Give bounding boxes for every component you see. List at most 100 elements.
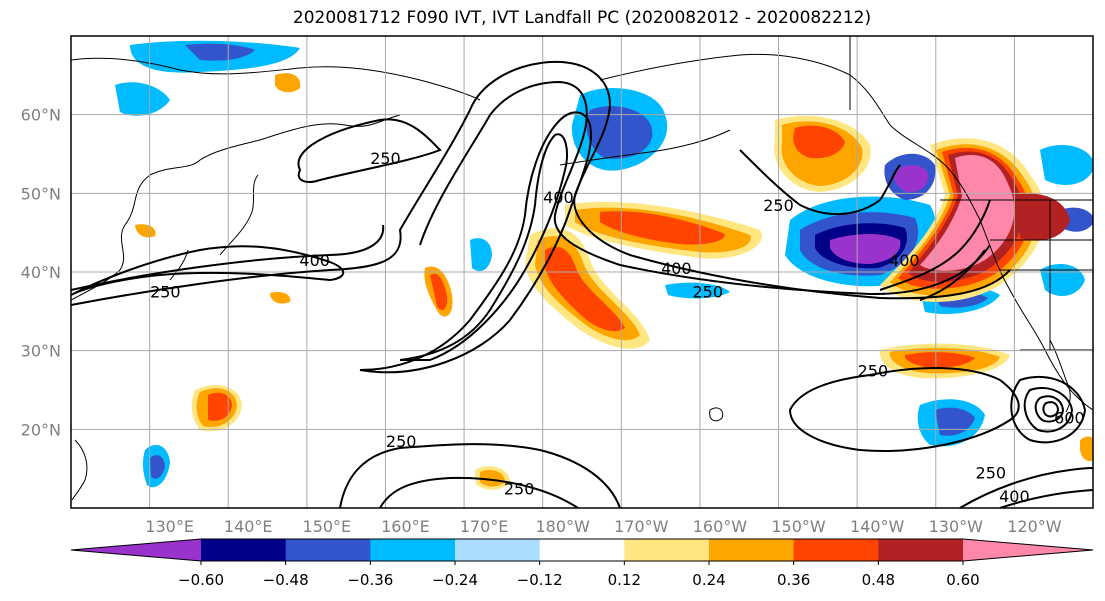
colorbar-segment [370, 539, 456, 561]
colorbar-tick-label: −0.12 [517, 571, 563, 589]
latitude-label: 20°N [21, 420, 61, 439]
colorbar-tick-label: −0.60 [178, 571, 224, 589]
ivt-contour-low-center [1010, 375, 1087, 444]
longitude-label: 140°W [850, 517, 905, 536]
latitude-labels: 60°N 50°N 40°N 30°N 20°N [21, 106, 61, 440]
longitude-label: 160°E [381, 517, 430, 536]
coastline-siberia [71, 57, 481, 101]
anomaly-region-central-pacific-south [665, 282, 730, 299]
anomaly-region-central-pacific-positive-core [480, 470, 505, 487]
anomaly-region-central-pacific [470, 238, 492, 272]
anomaly-region-gulf-alaska-core [894, 164, 929, 193]
ivt-contour-subtropical-400 [399, 133, 568, 361]
latitude-label: 60°N [21, 106, 61, 125]
coastline-asia [71, 114, 401, 301]
anomaly-region-east-coast-positive [1080, 436, 1093, 461]
contour-label: 400 [999, 487, 1030, 506]
anomaly-region-kamchatka [275, 73, 301, 93]
contour-label: 250 [386, 432, 417, 451]
coastline-hawaii [709, 407, 724, 422]
anomaly-region-arctic-coast-core [185, 43, 255, 61]
anomaly-region-subtropical-east-positive-core [904, 352, 975, 368]
colorbar-segment [455, 539, 541, 561]
colorbar-segment [793, 539, 879, 561]
longitude-label: 150°W [771, 517, 826, 536]
colorbar-tick-label: 0.60 [946, 571, 979, 589]
coastline-alaska [599, 53, 946, 166]
ivt-contour-japan [71, 245, 345, 296]
colorbar-segment [539, 539, 625, 561]
colorbar-tick-label: 0.48 [862, 571, 895, 589]
anomaly-region-siberia [115, 82, 170, 116]
ivt-contours [71, 60, 1093, 508]
contour-label: 400 [661, 259, 692, 278]
contour-label: 250 [504, 479, 535, 498]
map-title: 2020081712 F090 IVT, IVT Landfall PC (20… [292, 8, 872, 28]
anomaly-region-okhotsk [135, 224, 156, 238]
ivt-contour-main-250 [71, 60, 1011, 306]
anomaly-region-far-east [1040, 145, 1093, 185]
colorbar-segment [878, 539, 964, 561]
contour-label: 250 [763, 196, 794, 215]
contour-label: 250 [976, 464, 1007, 483]
ivt-contour-south-inner [379, 476, 579, 508]
anomaly-region-east-inland [1060, 207, 1093, 232]
ivt-contour-gulf-alaska [739, 149, 901, 216]
latitude-label: 40°N [21, 263, 61, 282]
longitude-label: 130°E [145, 517, 194, 536]
map-field-layer: 2504004002504002502504002506002502502504… [71, 36, 1093, 508]
ivt-contour-east-subtropical [788, 367, 1020, 452]
contour-label: 250 [370, 149, 401, 168]
anomaly-region-pacific-northwest-core [920, 155, 1015, 271]
anomaly-region-bc-inland [1015, 193, 1070, 241]
longitude-label: 130°W [929, 517, 984, 536]
contour-label: 250 [150, 283, 181, 302]
coastline-north-america [944, 164, 1093, 411]
anomaly-region-japan-east [270, 292, 291, 304]
ivt-contour-southeast-inner [999, 489, 1093, 508]
anomaly-region-northeast-pacific-core [830, 234, 901, 264]
colorbar-tick-label: −0.48 [263, 571, 309, 589]
longitude-label: 160°W [693, 517, 748, 536]
latitude-label: 30°N [21, 342, 61, 361]
longitude-label: 180°W [536, 517, 591, 536]
anomaly-region-subtropical-east-core [935, 407, 975, 436]
ivt-contour-pacific-northwest [879, 199, 991, 301]
contour-label: 400 [299, 251, 330, 270]
anomaly-region-bering-core [586, 106, 653, 159]
colorbar-extend-max [963, 539, 1093, 561]
colorbar-segment [709, 539, 795, 561]
colorbar-tick-label: 0.24 [692, 571, 725, 589]
coastline-japan [219, 174, 259, 256]
anomaly-region-western-pacific-positive-core [208, 392, 232, 421]
ivt-shading [115, 40, 1093, 490]
contour-label: 250 [693, 283, 724, 302]
border-states [990, 200, 1093, 350]
longitude-labels: 130°E 140°E 150°E 160°E 170°E 180°W 170°W 160°W… [145, 517, 1061, 536]
longitude-label: 170°E [460, 517, 509, 536]
longitude-label: 140°E [224, 517, 273, 536]
ivt-contour-north-jet [297, 118, 442, 183]
colorbar-segment [201, 539, 287, 561]
longitude-label: 150°E [303, 517, 352, 536]
colorbar-tick-label: 0.12 [608, 571, 641, 589]
ivt-contour-subtropical-250 [359, 111, 592, 374]
colorbar [70, 538, 1094, 562]
coastline-philippines [71, 439, 88, 501]
longitude-label: 170°W [614, 517, 669, 536]
colorbar-tick-label: 0.36 [777, 571, 810, 589]
colorbar-tick-labels: −0.60 −0.48 −0.36 −0.24 −0.12 0.12 0.24 0.36 0.4… [178, 561, 980, 589]
colorbar-tick-label: −0.24 [432, 571, 478, 589]
anomaly-region-kuroshio-core [430, 273, 448, 311]
ivt-contour-labels: 2504004002504002502504002506002502502504… [150, 149, 1085, 506]
colorbar-extend-min [71, 539, 201, 561]
ivt-contour-south-central [339, 443, 621, 508]
anomaly-region-aleutian-core [600, 211, 725, 245]
colorbar-segment [285, 539, 371, 561]
contour-label: 400 [543, 188, 574, 207]
latitude-label: 50°N [21, 184, 61, 203]
colorbar-tick-label: −0.36 [347, 571, 393, 589]
contour-label: 250 [858, 361, 889, 380]
ivt-contour-southeast [959, 467, 1093, 508]
